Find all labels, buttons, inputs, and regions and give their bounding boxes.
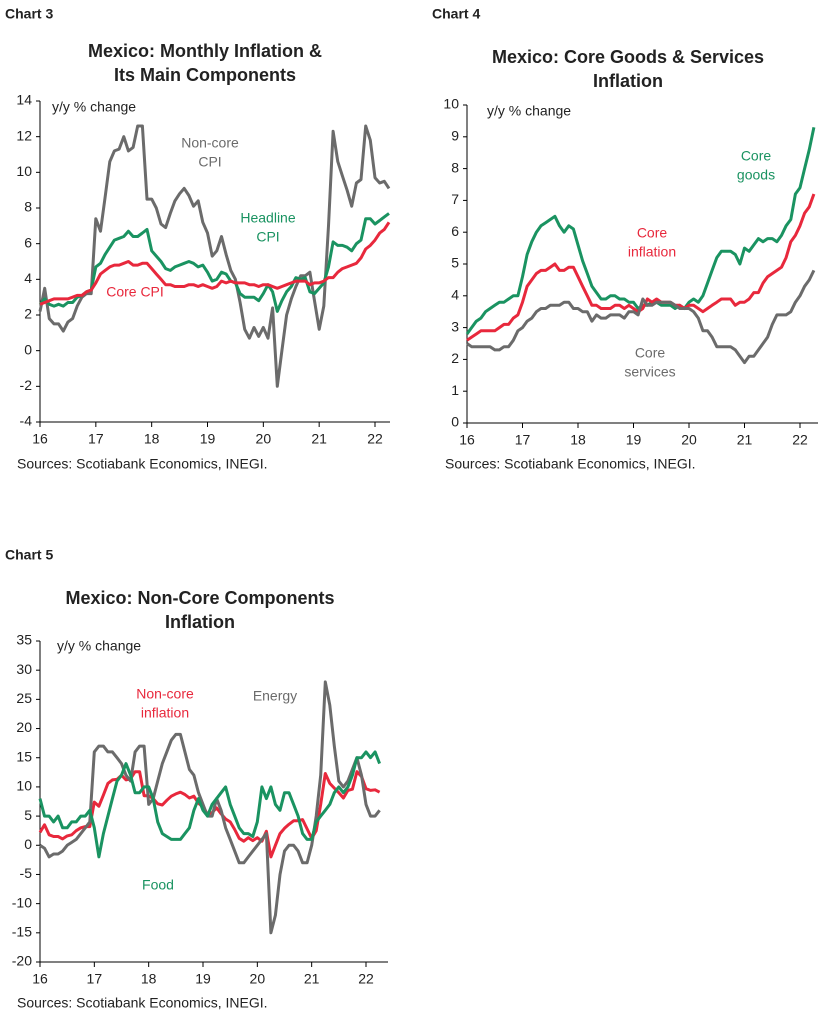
y-tick-label: 15 — [16, 748, 32, 764]
x-tick-label: 18 — [570, 432, 586, 448]
x-tick-label: 19 — [200, 431, 216, 447]
line-series — [39, 221, 391, 306]
y-tick-label: 10 — [16, 778, 32, 794]
chart-title: Mexico: Core Goods & Services Inflation — [492, 47, 764, 91]
source: Sources: Scotiabank Economics, INEGI. — [17, 456, 268, 472]
x-tick-label: 16 — [459, 432, 475, 448]
series-label: Core goods — [737, 147, 775, 182]
x-tick-label: 19 — [626, 432, 642, 448]
y-tick-label: -2 — [20, 377, 33, 393]
x-tick-label: 21 — [737, 432, 753, 448]
x-tick-label: 18 — [144, 431, 160, 447]
y-tick-label: 6 — [451, 223, 459, 239]
y-tick-label: 5 — [451, 255, 459, 271]
x-tick-label: 22 — [792, 432, 808, 448]
x-tick-label: 20 — [250, 971, 266, 987]
x-tick-label: 20 — [681, 432, 697, 448]
series-label: Food — [142, 877, 174, 893]
y-tick-label: 20 — [16, 719, 32, 735]
y-tick-label: 5 — [24, 807, 32, 823]
y-tick-label: 10 — [16, 163, 32, 179]
y-tick-label: 3 — [451, 318, 459, 334]
y-tick-label: 0 — [451, 414, 459, 430]
chart-label: Chart 5 — [5, 547, 53, 563]
chart-label: Chart 4 — [432, 6, 480, 22]
y-axis-label: y/y % change — [57, 638, 141, 654]
y-tick-label: 10 — [443, 96, 459, 112]
series-label: Core services — [624, 344, 675, 379]
x-tick-label: 21 — [304, 971, 320, 987]
y-tick-label: -15 — [12, 924, 32, 940]
series-label: Core CPI — [106, 284, 164, 300]
y-tick-label: -4 — [20, 413, 33, 429]
line-series — [38, 212, 390, 313]
y-tick-label: 9 — [451, 128, 459, 144]
x-tick-label: 22 — [358, 971, 374, 987]
x-tick-label: 16 — [32, 971, 48, 987]
y-tick-label: 1 — [451, 382, 459, 398]
line-series — [38, 124, 391, 388]
y-tick-label: 0 — [24, 836, 32, 852]
x-tick-label: 17 — [515, 432, 531, 448]
y-tick-label: 4 — [451, 287, 459, 303]
x-tick-label: 17 — [88, 431, 104, 447]
y-tick-label: -5 — [20, 865, 33, 881]
y-tick-label: -20 — [12, 953, 32, 969]
x-tick-label: 20 — [256, 431, 272, 447]
series-label: Core inflation — [628, 224, 676, 259]
line-series — [466, 193, 816, 342]
chart-title: Mexico: Non-Core Components Inflation — [65, 588, 334, 632]
y-tick-label: 12 — [16, 127, 32, 143]
y-tick-label: 25 — [16, 690, 32, 706]
series-label: Energy — [253, 688, 297, 704]
y-tick-label: 0 — [24, 341, 32, 357]
chart-title: Mexico: Monthly Inflation & Its Main Comp… — [88, 41, 322, 85]
y-tick-label: 2 — [451, 350, 459, 366]
y-tick-label: 14 — [16, 92, 32, 108]
x-tick-label: 21 — [311, 431, 327, 447]
y-tick-label: 7 — [451, 191, 459, 207]
source: Sources: Scotiabank Economics, INEGI. — [445, 456, 696, 472]
x-tick-label: 18 — [141, 971, 157, 987]
line-series — [466, 269, 816, 365]
series-label: Non-core CPI — [181, 134, 239, 169]
y-axis-label: y/y % change — [52, 99, 136, 115]
y-tick-label: 4 — [24, 270, 32, 286]
y-tick-label: -10 — [12, 894, 32, 910]
chart-label: Chart 3 — [5, 6, 53, 22]
source: Sources: Scotiabank Economics, INEGI. — [17, 995, 268, 1011]
line-series — [38, 750, 382, 859]
series-label: Headline CPI — [240, 209, 295, 244]
x-tick-label: 19 — [195, 971, 211, 987]
y-tick-label: 8 — [24, 199, 32, 215]
y-tick-label: 35 — [16, 632, 32, 648]
y-tick-label: 6 — [24, 234, 32, 250]
y-axis-label: y/y % change — [487, 103, 571, 119]
series-label: Non-core inflation — [136, 685, 194, 720]
x-tick-label: 22 — [367, 431, 383, 447]
y-tick-label: 30 — [16, 661, 32, 677]
x-tick-label: 16 — [32, 431, 48, 447]
y-tick-label: 2 — [24, 306, 32, 322]
x-tick-label: 17 — [87, 971, 103, 987]
y-tick-label: 8 — [451, 159, 459, 175]
line-series — [39, 680, 381, 935]
